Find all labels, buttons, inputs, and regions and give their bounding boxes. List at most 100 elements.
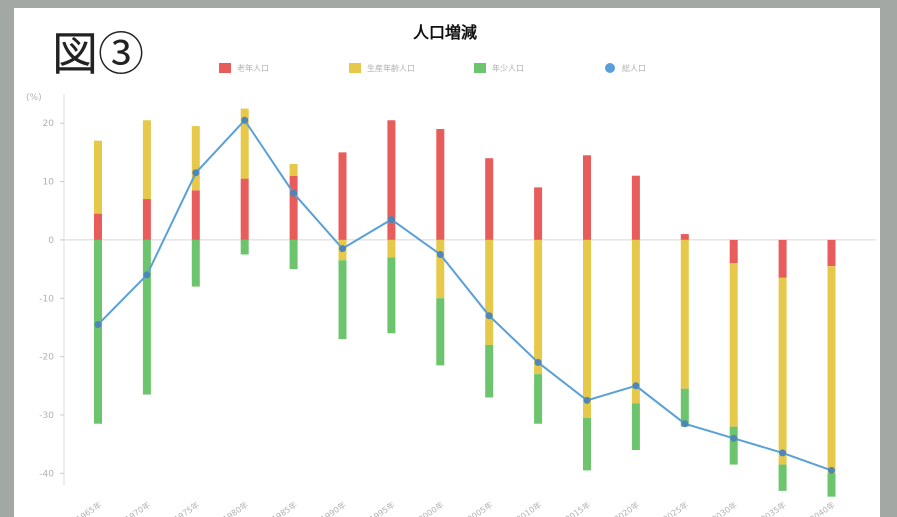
- bar-segment: [289, 239, 298, 270]
- y-tick-label: -20: [39, 353, 54, 363]
- x-tick-label: 2030年: [710, 499, 739, 517]
- x-tick-label: 2020年: [612, 499, 641, 517]
- y-axis-ticks: 20 10 0 -10 -20 -30 -40: [39, 119, 64, 479]
- bar-segment: [94, 213, 102, 240]
- bar-segment: [436, 239, 445, 299]
- y-tick-label: -40: [39, 469, 54, 479]
- total-point: [436, 250, 444, 258]
- total-point: [241, 116, 249, 124]
- bar-segment: [289, 175, 298, 240]
- total-point: [681, 420, 689, 428]
- bar-segment: [534, 239, 543, 375]
- bar-segment: [387, 120, 396, 240]
- bar-segment: [289, 164, 298, 176]
- bar-segment: [631, 175, 640, 240]
- bar-segment: [338, 260, 347, 340]
- total-point: [339, 245, 346, 253]
- bar-segment: [680, 239, 689, 389]
- total-point: [94, 321, 102, 329]
- bar-segment: [778, 277, 787, 465]
- total-point: [143, 271, 151, 279]
- bar-segment: [778, 239, 787, 278]
- bar-segment: [583, 239, 591, 418]
- x-tick-label: 1995年: [368, 499, 397, 517]
- total-point: [828, 466, 835, 474]
- bar-segment: [191, 239, 200, 287]
- line-series-group: [94, 116, 835, 474]
- bar-segment: [534, 187, 543, 240]
- bar-segment: [142, 120, 151, 200]
- x-tick-label: 2015年: [563, 499, 592, 517]
- bar-segment: [583, 155, 591, 240]
- bar-segment: [680, 388, 689, 427]
- bar-segment: [94, 140, 102, 214]
- legend-marker-total: [605, 63, 615, 73]
- x-tick-label: 1985年: [270, 499, 299, 517]
- figure-label: 図③: [52, 27, 144, 81]
- x-tick-label: 2025年: [661, 499, 690, 517]
- bar-segment: [778, 464, 787, 491]
- bar-segment: [387, 239, 396, 258]
- bar-segment: [142, 239, 151, 395]
- total-point: [534, 358, 542, 366]
- bar-segment: [827, 473, 836, 497]
- x-tick-label: 1990年: [319, 499, 348, 517]
- total-point: [290, 189, 298, 197]
- legend-swatch: [219, 63, 231, 73]
- total-point: [632, 382, 640, 390]
- y-tick-label: -30: [39, 411, 54, 421]
- y-tick-label: 20: [43, 119, 55, 129]
- chart-legend: 老年人口 生産年齢人口 年少人口 総人口: [219, 63, 646, 73]
- legend-swatch: [349, 63, 361, 73]
- bar-segment: [485, 344, 494, 398]
- x-tick-label: 2000年: [416, 499, 445, 517]
- x-axis-ticks: 1965年 1970年 1975年 1980年 1985年 1990年 1995年 2000年…: [74, 499, 836, 517]
- legend-label: 生産年齢人口: [367, 63, 415, 73]
- y-unit-label: (%): [26, 93, 42, 103]
- bar-segment: [729, 263, 738, 427]
- x-tick-label: 2010年: [514, 499, 543, 517]
- total-point: [583, 396, 591, 404]
- x-tick-label: 2035年: [759, 499, 788, 517]
- total-population-line: [97, 118, 832, 472]
- bar-segment: [94, 239, 102, 424]
- chart-canvas: 図③ 人口増減 (%) 老年人口 生産年齢人口 年少人口 総人口 20 10 0 -10 -2…: [26, 23, 876, 517]
- x-tick-label: 1975年: [172, 499, 201, 517]
- bar-segment: [729, 426, 738, 465]
- bar-segment: [827, 239, 836, 267]
- bar-segment: [191, 190, 200, 240]
- bar-segment: [729, 239, 738, 264]
- total-point: [192, 169, 200, 177]
- legend-label: 年少人口: [492, 63, 524, 73]
- total-point: [387, 215, 395, 223]
- bar-segment: [142, 199, 151, 240]
- bar-segment: [583, 417, 591, 471]
- x-tick-label: 2005年: [465, 499, 494, 517]
- bar-segment: [240, 239, 249, 255]
- bar-segment: [338, 152, 347, 240]
- y-tick-label: 10: [43, 178, 55, 188]
- x-tick-label: 1980年: [221, 499, 250, 517]
- chart-frame: 図③ 人口増減 (%) 老年人口 生産年齢人口 年少人口 総人口 20 10 0 -10 -2…: [14, 8, 880, 517]
- bar-segment: [680, 234, 689, 240]
- x-tick-label: 1965年: [74, 499, 103, 517]
- total-point: [485, 312, 493, 320]
- bar-segment: [387, 257, 396, 334]
- bar-segment: [631, 239, 640, 404]
- bar-segment: [485, 158, 494, 240]
- x-tick-label: 2040年: [808, 499, 837, 517]
- bar-segment: [436, 129, 445, 240]
- total-point: [779, 449, 787, 457]
- bar-segment: [436, 298, 445, 366]
- total-point: [730, 434, 738, 442]
- bar-segment: [240, 178, 249, 240]
- legend-swatch: [474, 63, 486, 73]
- bar-segment: [485, 239, 494, 345]
- chart-title: 人口増減: [413, 23, 477, 42]
- bar-series-group: [94, 108, 836, 497]
- y-tick-label: -10: [39, 294, 54, 304]
- y-tick-label: 0: [48, 236, 54, 246]
- bar-segment: [534, 374, 543, 424]
- bar-segment: [191, 126, 200, 191]
- bar-segment: [827, 266, 836, 474]
